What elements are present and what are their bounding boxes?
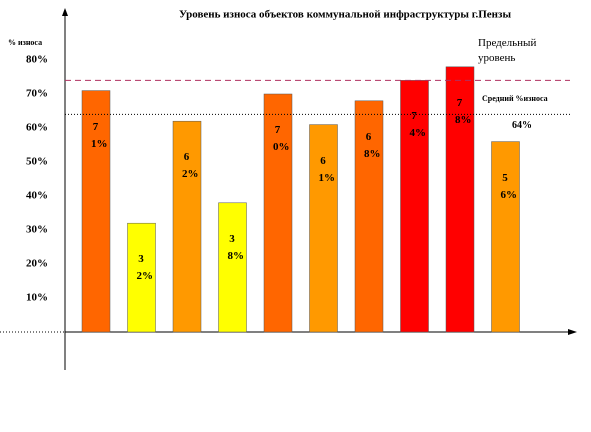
value-label: 62% <box>182 151 199 181</box>
bar <box>263 93 293 333</box>
y-tick-label: 50% <box>26 156 48 168</box>
value-label: 71% <box>91 120 108 150</box>
average-label: Средний %износа <box>482 94 548 104</box>
y-tick-label: 10% <box>26 292 48 304</box>
y-tick-label: 60% <box>26 122 48 134</box>
y-tick-label: 80% <box>26 54 48 66</box>
bar <box>400 80 429 333</box>
value-label: 70% <box>273 124 290 153</box>
value-label: 78% <box>455 96 472 126</box>
bar <box>491 141 520 333</box>
y-tick-label: 30% <box>26 224 48 236</box>
value-label: 38% <box>227 232 245 262</box>
value-label: 56% <box>500 171 518 201</box>
bar <box>354 100 384 333</box>
bar <box>309 124 338 333</box>
bar <box>81 90 111 333</box>
bar <box>172 120 202 333</box>
bar <box>445 66 475 333</box>
average-value-label: 64% <box>512 120 532 132</box>
chart-title: Уровень износа объектов коммунальной инф… <box>179 9 512 21</box>
limit-label: Предельный уровень <box>478 37 537 65</box>
x-axis-arrow <box>568 329 577 335</box>
value-label: 61% <box>318 154 336 184</box>
value-label: 74% <box>409 110 427 140</box>
value-label: 32% <box>136 253 154 283</box>
bar <box>218 202 247 333</box>
bar <box>127 222 156 333</box>
value-label: 68% <box>364 130 381 160</box>
y-tick-label: 20% <box>26 258 48 270</box>
y-axis-title: % износа <box>8 38 43 47</box>
y-tick-label: 40% <box>26 190 48 202</box>
y-axis-arrow <box>62 8 68 16</box>
y-tick-label: 70% <box>26 88 48 100</box>
